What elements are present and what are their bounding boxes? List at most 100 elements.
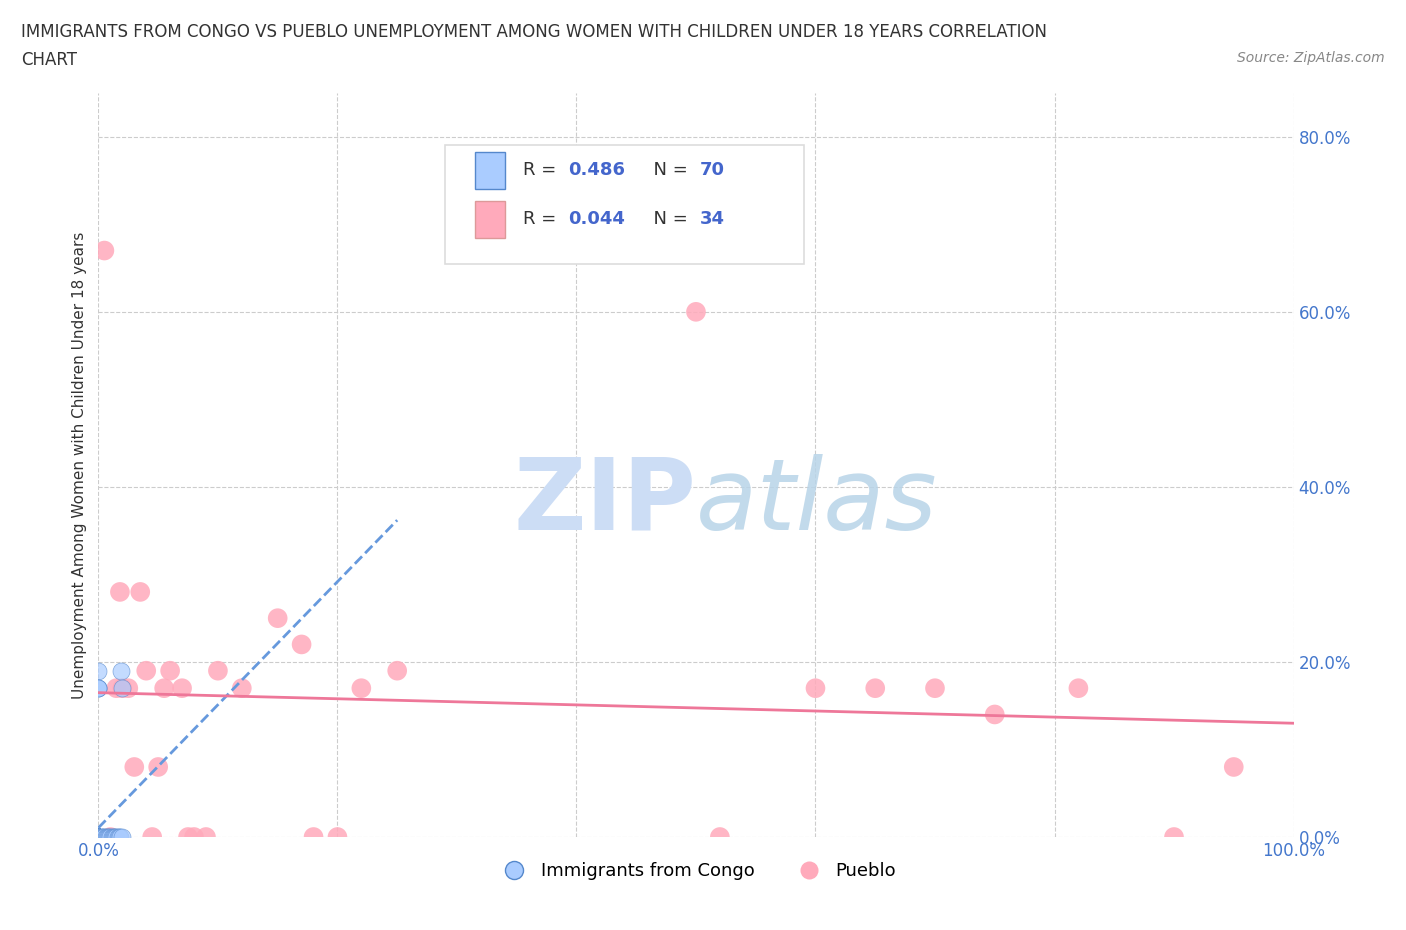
Point bbox=[87, 830, 110, 844]
Point bbox=[87, 830, 110, 844]
Point bbox=[98, 830, 121, 844]
Text: CHART: CHART bbox=[21, 51, 77, 69]
Point bbox=[984, 707, 1007, 722]
Point bbox=[110, 663, 132, 678]
Point bbox=[87, 830, 110, 844]
Point bbox=[96, 830, 118, 844]
Point bbox=[87, 830, 110, 844]
Point bbox=[90, 830, 112, 844]
Point bbox=[87, 830, 110, 844]
Point bbox=[1067, 681, 1090, 696]
Point bbox=[100, 830, 122, 844]
Point bbox=[87, 681, 110, 696]
Point bbox=[87, 830, 110, 844]
Point bbox=[865, 681, 887, 696]
Point bbox=[98, 830, 122, 844]
Point bbox=[105, 681, 128, 696]
Point bbox=[87, 830, 110, 844]
Text: N =: N = bbox=[643, 210, 693, 229]
Point bbox=[87, 830, 110, 844]
Point bbox=[87, 830, 110, 844]
Point bbox=[87, 830, 110, 844]
Point bbox=[87, 830, 110, 844]
Point bbox=[350, 681, 373, 696]
Point bbox=[91, 830, 114, 844]
Point bbox=[153, 681, 176, 696]
Point bbox=[172, 681, 194, 696]
Point bbox=[87, 830, 110, 844]
Point bbox=[87, 830, 110, 844]
Point bbox=[87, 663, 110, 678]
Text: 0.044: 0.044 bbox=[568, 210, 626, 229]
Point bbox=[804, 681, 827, 696]
Point bbox=[107, 830, 129, 844]
Point bbox=[267, 611, 290, 626]
Point bbox=[87, 830, 110, 844]
Point bbox=[87, 830, 110, 844]
Legend: Immigrants from Congo, Pueblo: Immigrants from Congo, Pueblo bbox=[488, 855, 904, 887]
Point bbox=[104, 830, 127, 844]
Point bbox=[91, 830, 114, 844]
Point bbox=[87, 830, 110, 844]
Point bbox=[291, 637, 314, 652]
Point bbox=[105, 830, 128, 844]
Text: 0.486: 0.486 bbox=[568, 162, 626, 179]
Point bbox=[87, 681, 110, 696]
Point bbox=[87, 830, 110, 844]
Point bbox=[87, 830, 110, 844]
Point bbox=[108, 830, 131, 844]
Point bbox=[117, 681, 139, 696]
Point bbox=[709, 830, 731, 844]
Point bbox=[1223, 760, 1246, 775]
Point bbox=[326, 830, 349, 844]
Text: 70: 70 bbox=[700, 162, 724, 179]
Point bbox=[87, 830, 110, 844]
Point bbox=[195, 830, 218, 844]
Point bbox=[87, 830, 110, 844]
Point bbox=[97, 830, 120, 844]
Point bbox=[87, 830, 110, 844]
Point bbox=[87, 830, 110, 844]
Point bbox=[87, 830, 110, 844]
Point bbox=[87, 830, 110, 844]
Point bbox=[111, 681, 134, 696]
Point bbox=[87, 830, 110, 844]
Point bbox=[101, 830, 124, 844]
Point bbox=[685, 304, 707, 319]
Point bbox=[129, 584, 152, 599]
Point bbox=[107, 830, 129, 844]
Point bbox=[207, 663, 229, 678]
Point bbox=[111, 681, 134, 696]
Point bbox=[141, 830, 163, 844]
Point bbox=[231, 681, 253, 696]
Point bbox=[108, 584, 131, 599]
Point bbox=[93, 243, 115, 258]
Point bbox=[87, 830, 110, 844]
Point bbox=[183, 830, 205, 844]
Point bbox=[87, 830, 110, 844]
Point bbox=[148, 760, 170, 775]
Point bbox=[124, 760, 146, 775]
Point bbox=[87, 830, 110, 844]
Text: 34: 34 bbox=[700, 210, 724, 229]
Text: IMMIGRANTS FROM CONGO VS PUEBLO UNEMPLOYMENT AMONG WOMEN WITH CHILDREN UNDER 18 : IMMIGRANTS FROM CONGO VS PUEBLO UNEMPLOY… bbox=[21, 23, 1047, 41]
Point bbox=[87, 830, 110, 844]
Point bbox=[87, 830, 110, 844]
Text: R =: R = bbox=[523, 162, 561, 179]
Text: R =: R = bbox=[523, 210, 561, 229]
Point bbox=[93, 830, 115, 844]
Bar bbox=[475, 152, 505, 189]
Point bbox=[1163, 830, 1185, 844]
Point bbox=[87, 830, 110, 844]
Point bbox=[87, 830, 110, 844]
Point bbox=[94, 830, 117, 844]
Text: ZIP: ZIP bbox=[513, 454, 696, 551]
Point bbox=[87, 830, 110, 844]
Text: Source: ZipAtlas.com: Source: ZipAtlas.com bbox=[1237, 51, 1385, 65]
Point bbox=[87, 830, 110, 844]
Point bbox=[159, 663, 181, 678]
Point bbox=[87, 830, 110, 844]
Point bbox=[87, 830, 110, 844]
Y-axis label: Unemployment Among Women with Children Under 18 years: Unemployment Among Women with Children U… bbox=[72, 232, 87, 698]
Point bbox=[87, 830, 110, 844]
